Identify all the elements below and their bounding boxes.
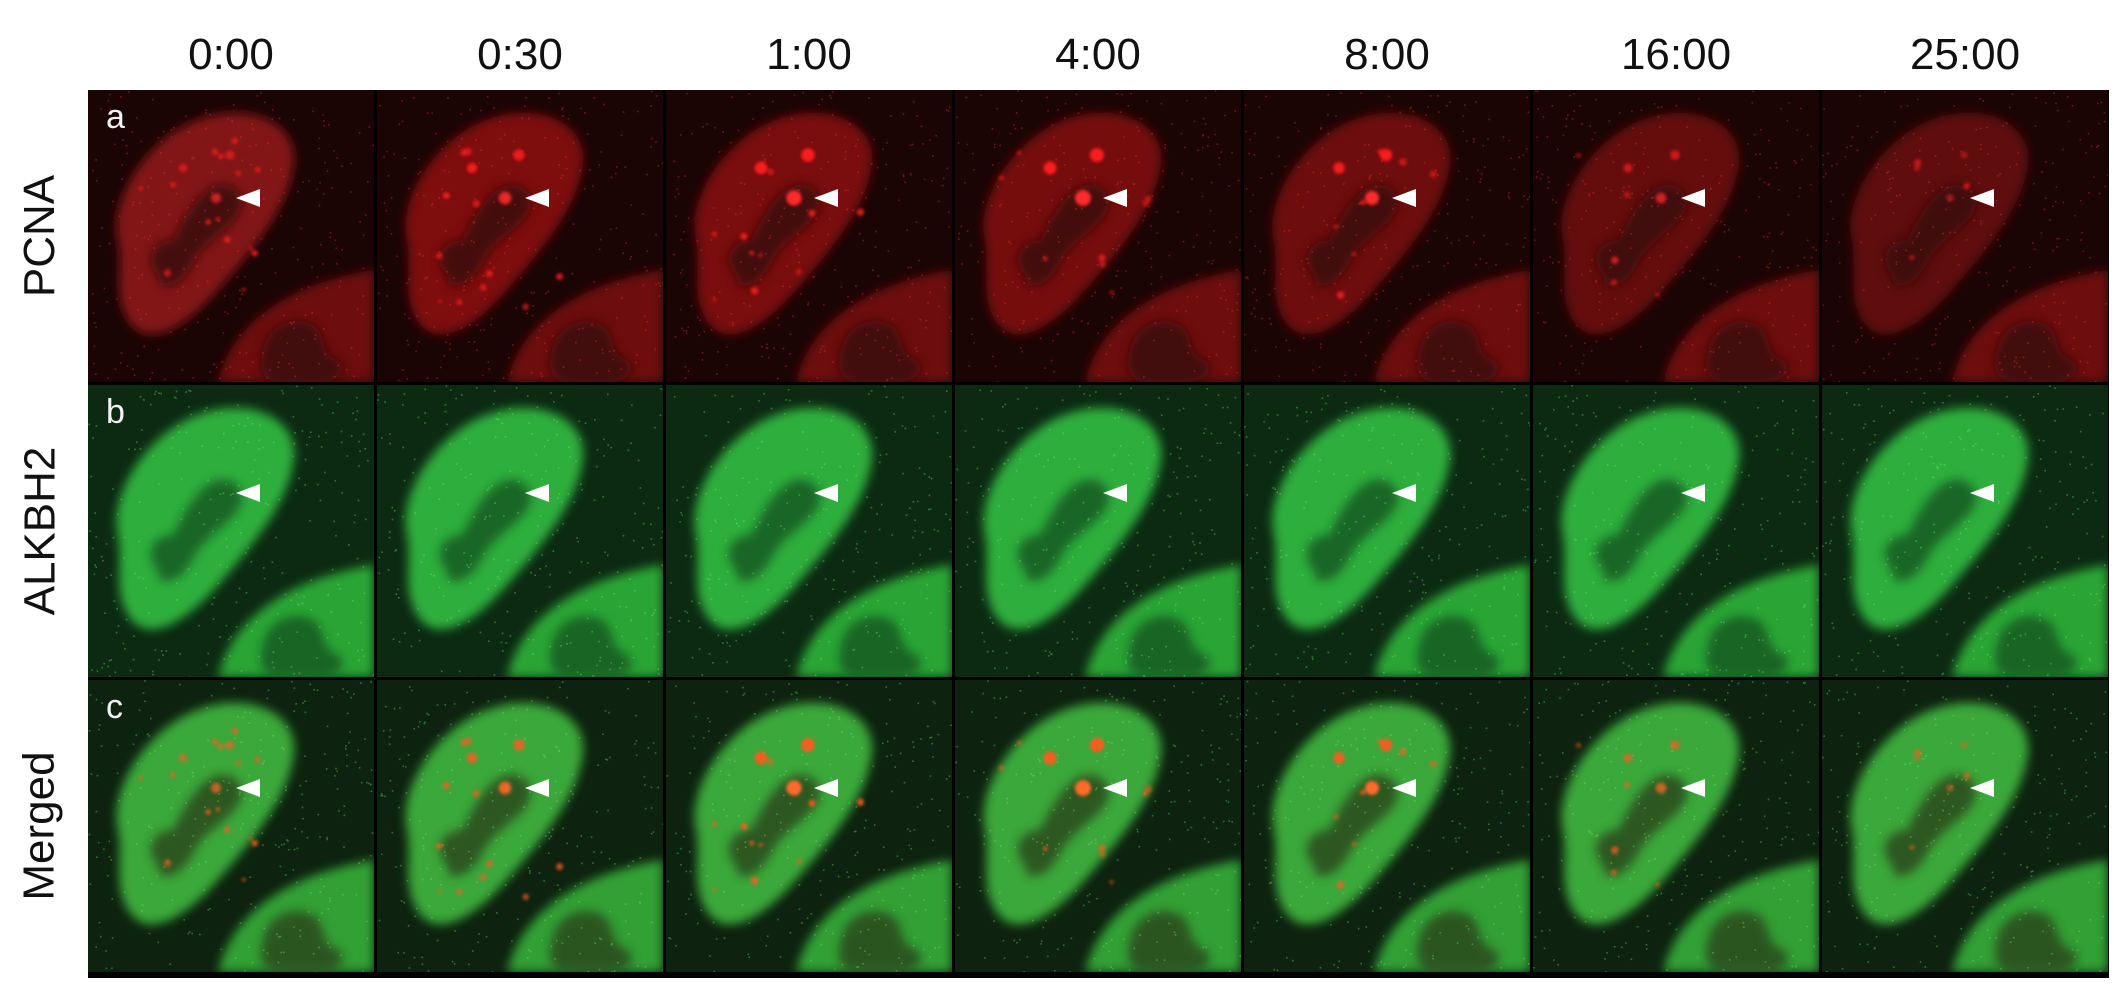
micrograph-panel: [377, 385, 663, 677]
arrowhead-marker: [1970, 484, 1994, 502]
micrograph-panel: [955, 385, 1241, 677]
time-label: 1:00: [766, 30, 852, 79]
row-label: PCNA: [15, 174, 64, 298]
arrowhead-marker: [814, 779, 838, 797]
panel-letter: a: [106, 98, 125, 136]
time-label: 0:30: [477, 30, 563, 79]
micrograph-panel: c: [88, 680, 374, 972]
micrograph-panel: [666, 385, 952, 677]
arrowhead-marker: [525, 484, 549, 502]
arrowhead-marker: [1103, 779, 1127, 797]
arrowhead-marker: [1681, 484, 1705, 502]
micrograph-panel: [1244, 385, 1530, 677]
arrowhead-marker: [1103, 484, 1127, 502]
arrowhead-marker: [1103, 189, 1127, 207]
arrowhead-marker: [1681, 189, 1705, 207]
micrograph-panel: [1822, 385, 2108, 677]
arrowhead-marker: [236, 484, 260, 502]
arrowhead-marker: [525, 189, 549, 207]
arrowhead-marker: [1681, 779, 1705, 797]
image-grid: a b c: [88, 90, 2109, 978]
time-label: 25:00: [1909, 30, 2021, 79]
arrowhead-marker: [1392, 779, 1416, 797]
arrowhead-marker: [1392, 484, 1416, 502]
micrograph-panel: [666, 680, 952, 972]
micrograph-panel: [1822, 680, 2108, 972]
micrograph-panel: [1533, 90, 1819, 382]
arrowhead-marker: [814, 189, 838, 207]
micrograph-panel: [1244, 680, 1530, 972]
micrograph-panel: [955, 680, 1241, 972]
time-label: 0:00: [188, 30, 274, 79]
time-label: 8:00: [1344, 30, 1430, 79]
micrograph-panel: a: [88, 90, 374, 382]
panel-letter: c: [106, 688, 123, 726]
row-label: ALKBH2: [15, 446, 65, 616]
time-label: 16:00: [1620, 30, 1732, 79]
arrowhead-marker: [1970, 189, 1994, 207]
micrograph-panel: [1244, 90, 1530, 382]
arrowhead-marker: [236, 779, 260, 797]
micrograph-panel: [1533, 385, 1819, 677]
arrowhead-marker: [525, 779, 549, 797]
micrograph-panel: [955, 90, 1241, 382]
micrograph-panel: [1822, 90, 2108, 382]
arrowhead-marker: [236, 189, 260, 207]
micrograph-panel: [377, 90, 663, 382]
arrowhead-marker: [1970, 779, 1994, 797]
micrograph-panel: b: [88, 385, 374, 677]
micrograph-panel: [377, 680, 663, 972]
panel-letter: b: [106, 393, 125, 431]
micrograph-panel: [666, 90, 952, 382]
time-label: 4:00: [1055, 30, 1141, 79]
arrowhead-marker: [814, 484, 838, 502]
arrowhead-marker: [1392, 189, 1416, 207]
row-label: Merged: [15, 751, 64, 901]
micrograph-panel: [1533, 680, 1819, 972]
